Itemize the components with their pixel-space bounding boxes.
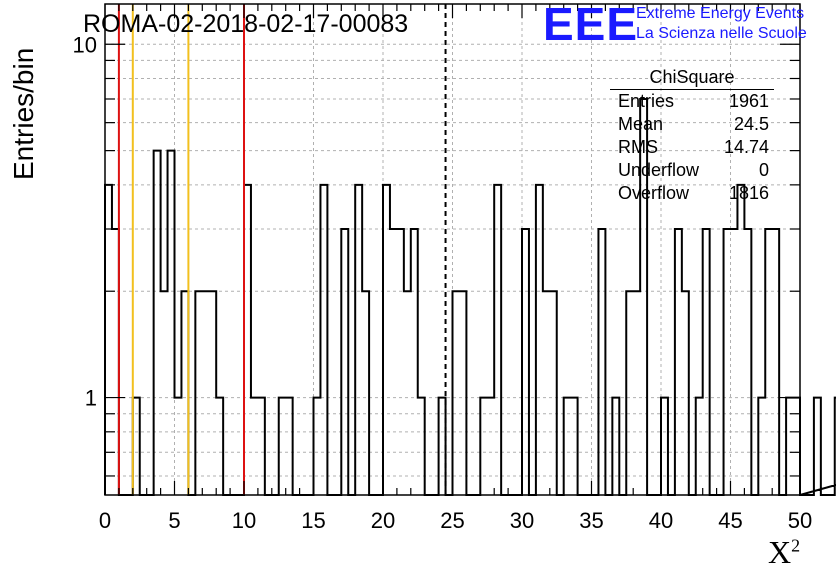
x-tick-label: 20 bbox=[371, 508, 395, 533]
logo-line2: La Scienza nelle Scuole bbox=[636, 25, 807, 42]
x-tick-label: 45 bbox=[718, 508, 742, 533]
stats-label: Underflow bbox=[618, 160, 700, 180]
x-tick-label: 5 bbox=[168, 508, 180, 533]
y-tick-label: 1 bbox=[85, 386, 97, 411]
x-tick-label: 10 bbox=[232, 508, 256, 533]
stats-row-rms: RMS 14.74 bbox=[610, 136, 774, 159]
histogram-outline bbox=[104, 97, 836, 496]
x-tick-label: 35 bbox=[579, 508, 603, 533]
stats-label: Mean bbox=[618, 114, 664, 134]
x-tick-label: 15 bbox=[301, 508, 325, 533]
stats-value: 14.74 bbox=[723, 137, 769, 157]
x-tick-label: 50 bbox=[788, 508, 812, 533]
stats-value: 1816 bbox=[728, 183, 769, 203]
x-axis-label: X2 bbox=[768, 534, 800, 571]
stats-label: RMS bbox=[618, 137, 658, 157]
x-axis-label-sup: 2 bbox=[791, 535, 801, 556]
x-tick-label: 30 bbox=[510, 508, 534, 533]
y-axis-label: Entries/bin bbox=[8, 47, 39, 180]
logo-mark: EEE bbox=[543, 0, 639, 50]
stats-row-mean: Mean 24.5 bbox=[610, 113, 774, 136]
x-tick-label: 0 bbox=[99, 508, 111, 533]
stats-header: ChiSquare bbox=[610, 66, 774, 90]
stats-label: Overflow bbox=[618, 183, 690, 203]
eee-logo: EEE Extreme Energy Events La Scienza nel… bbox=[543, 0, 835, 50]
stats-label: Entries bbox=[618, 91, 675, 111]
stats-row-overflow: Overflow 1816 bbox=[610, 182, 774, 205]
stats-value: 1961 bbox=[728, 91, 769, 111]
x-axis-label-main: X bbox=[768, 534, 792, 570]
stats-value: 0 bbox=[758, 160, 769, 180]
chart-title: ROMA-02-2018-02-17-00083 bbox=[83, 10, 409, 38]
y-tick-label: 10 bbox=[73, 32, 97, 57]
x-tick-label: 40 bbox=[649, 508, 673, 533]
logo-line1: Extreme Energy Events bbox=[636, 5, 805, 22]
x-tick-label: 25 bbox=[440, 508, 464, 533]
stats-row-entries: Entries 1961 bbox=[610, 90, 774, 113]
stats-value: 24.5 bbox=[733, 114, 769, 134]
stats-row-underflow: Underflow 0 bbox=[610, 159, 774, 182]
stats-box: ChiSquare Entries 1961 Mean 24.5 RMS 14.74 … bbox=[610, 66, 774, 205]
